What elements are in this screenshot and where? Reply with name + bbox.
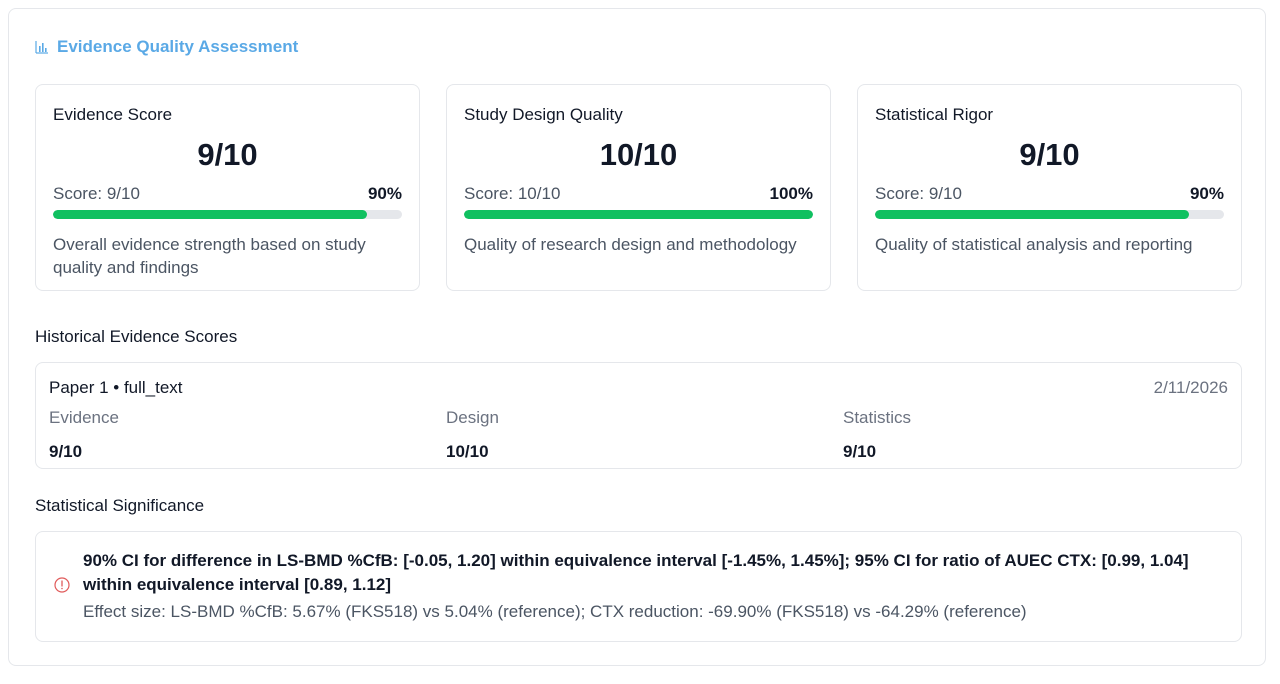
progress-fill	[875, 210, 1190, 219]
study-design-card: Study Design Quality 10/10 Score: 10/10 …	[446, 84, 831, 291]
score-row: Score: 9/10 90%	[875, 184, 1224, 204]
card-title: Evidence Score	[53, 105, 173, 124]
card-title: Statistical Rigor	[875, 105, 994, 124]
card-description: Overall evidence strength based on study…	[53, 235, 366, 277]
evidence-quality-panel: Evidence Quality Assessment Evidence Sco…	[8, 8, 1266, 666]
history-statistics-label: Statistics	[843, 408, 912, 427]
card-description: Quality of statistical analysis and repo…	[875, 235, 1193, 254]
history-design-value: 10/10	[446, 442, 489, 461]
section-title: Evidence Quality Assessment	[57, 37, 299, 56]
history-title: Historical Evidence Scores	[35, 327, 238, 346]
progress-track	[875, 210, 1224, 219]
score-percent: 90%	[1189, 184, 1224, 203]
score-percent: 100%	[769, 184, 813, 203]
progress-track	[464, 210, 813, 219]
progress-track	[53, 210, 402, 219]
progress-fill	[464, 210, 813, 219]
alert-circle-icon	[54, 577, 70, 598]
section-header: Evidence Quality Assessment	[35, 37, 298, 57]
history-evidence-label: Evidence	[49, 408, 119, 427]
effect-size-text: Effect size: LS-BMD %CfB: 5.67% (FKS518)…	[83, 602, 1027, 621]
card-value: 9/10	[197, 137, 258, 172]
score-label: Score: 10/10	[464, 184, 561, 203]
card-value: 10/10	[599, 137, 678, 172]
score-row: Score: 10/10 100%	[464, 184, 813, 204]
card-description: Quality of research design and methodolo…	[464, 235, 797, 254]
history-evidence-value: 9/10	[49, 442, 83, 461]
history-entry: Paper 1 • full_text 2/11/2026 Evidence 9…	[35, 362, 1242, 469]
bar-chart-icon	[35, 40, 49, 54]
history-paper: Paper 1 • full_text	[49, 378, 183, 397]
significance-box: 90% CI for difference in LS-BMD %CfB: [-…	[35, 531, 1242, 642]
score-percent: 90%	[367, 184, 402, 203]
history-design-label: Design	[446, 408, 499, 427]
card-title: Study Design Quality	[464, 105, 623, 124]
statistical-rigor-card: Statistical Rigor 9/10 Score: 9/10 90% Q…	[857, 84, 1242, 291]
history-statistics: Statistics 9/10	[843, 408, 911, 462]
score-label: Score: 9/10	[875, 184, 962, 203]
progress-fill	[53, 210, 368, 219]
history-date: 2/11/2026	[1153, 378, 1228, 397]
history-evidence: Evidence 9/10	[49, 408, 119, 462]
card-value: 9/10	[1019, 137, 1080, 172]
score-label: Score: 9/10	[53, 184, 140, 203]
history-statistics-value: 9/10	[843, 442, 877, 461]
significance-title: Statistical Significance	[35, 496, 205, 515]
score-cards: Evidence Score 9/10 Score: 9/10 90% Over…	[35, 84, 1242, 291]
evidence-score-card: Evidence Score 9/10 Score: 9/10 90% Over…	[35, 84, 420, 291]
score-row: Score: 9/10 90%	[53, 184, 402, 204]
history-design: Design 10/10	[446, 408, 499, 462]
significance-text: 90% CI for difference in LS-BMD %CfB: [-…	[83, 551, 1189, 594]
